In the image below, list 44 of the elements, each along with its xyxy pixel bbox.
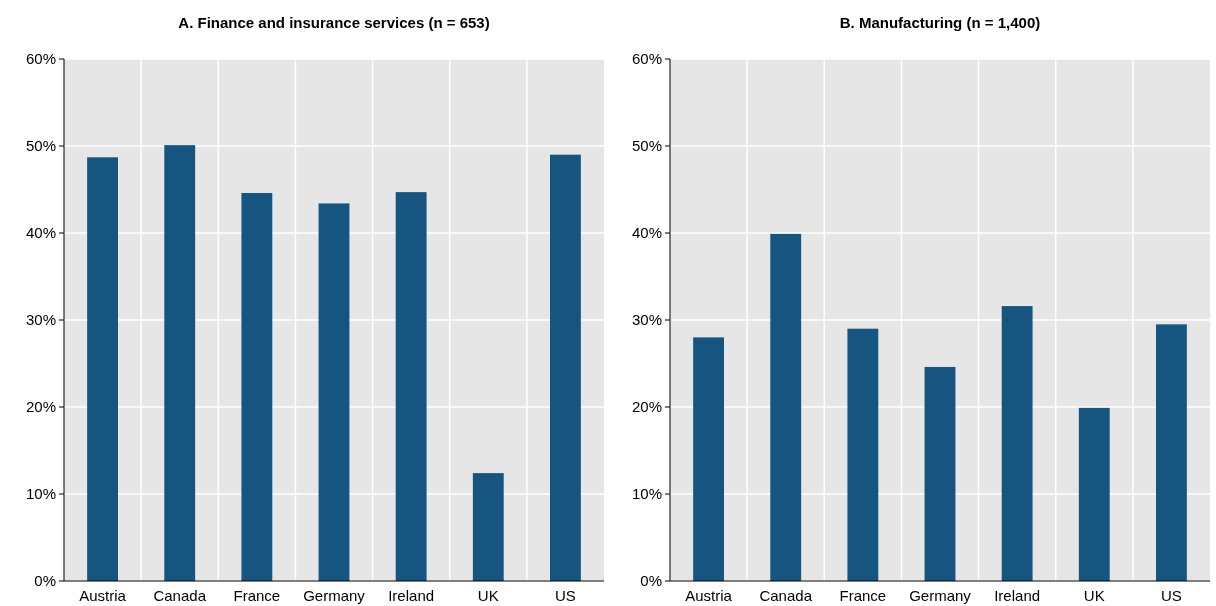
bar bbox=[1001, 306, 1033, 581]
y-tick-label: 40% bbox=[631, 224, 662, 242]
bar bbox=[395, 192, 427, 581]
bar bbox=[847, 328, 879, 581]
y-tick-label: 50% bbox=[25, 137, 56, 155]
y-tick-label: 10% bbox=[25, 485, 56, 503]
y-tick-label: 10% bbox=[631, 485, 662, 503]
bar bbox=[770, 233, 802, 581]
y-tick-label: 50% bbox=[631, 137, 662, 155]
bar bbox=[318, 203, 350, 581]
bar bbox=[1078, 407, 1110, 581]
x-tick-label: UK bbox=[477, 587, 499, 604]
y-tick-label: 30% bbox=[631, 311, 662, 329]
x-tick-label: Austria bbox=[79, 587, 127, 604]
y-tick-label: 0% bbox=[34, 572, 56, 590]
bar bbox=[924, 366, 956, 581]
bar bbox=[472, 473, 504, 581]
bar bbox=[164, 145, 196, 581]
bar bbox=[241, 192, 273, 581]
y-tick-label: 40% bbox=[25, 224, 56, 242]
bar bbox=[693, 337, 724, 581]
x-tick-label: Ireland bbox=[388, 587, 435, 604]
x-tick-label: UK bbox=[1083, 587, 1105, 604]
x-tick-label: Ireland bbox=[994, 587, 1041, 604]
y-tick-label: 0% bbox=[640, 572, 662, 590]
x-tick-label: Canada bbox=[759, 587, 813, 604]
y-tick-label: 30% bbox=[25, 311, 56, 329]
x-tick-label: Germany bbox=[909, 587, 972, 604]
x-tick-label: France bbox=[839, 587, 887, 604]
y-tick-label: 20% bbox=[631, 398, 662, 416]
y-tick-label: 60% bbox=[25, 50, 56, 68]
y-tick-label: 60% bbox=[631, 50, 662, 68]
x-tick-label: Canada bbox=[153, 587, 207, 604]
bar bbox=[550, 154, 581, 581]
x-tick-label: US bbox=[555, 587, 576, 604]
x-tick-label: Austria bbox=[685, 587, 733, 604]
chart-title: A. Finance and insurance services (n = 653) bbox=[178, 14, 490, 31]
bar bbox=[87, 157, 118, 581]
x-tick-label: US bbox=[1161, 587, 1182, 604]
x-tick-label: Germany bbox=[303, 587, 366, 604]
y-tick-label: 20% bbox=[25, 398, 56, 416]
x-tick-label: France bbox=[233, 587, 281, 604]
bar bbox=[1156, 324, 1187, 581]
chart-title: B. Manufacturing (n = 1,400) bbox=[839, 14, 1041, 31]
